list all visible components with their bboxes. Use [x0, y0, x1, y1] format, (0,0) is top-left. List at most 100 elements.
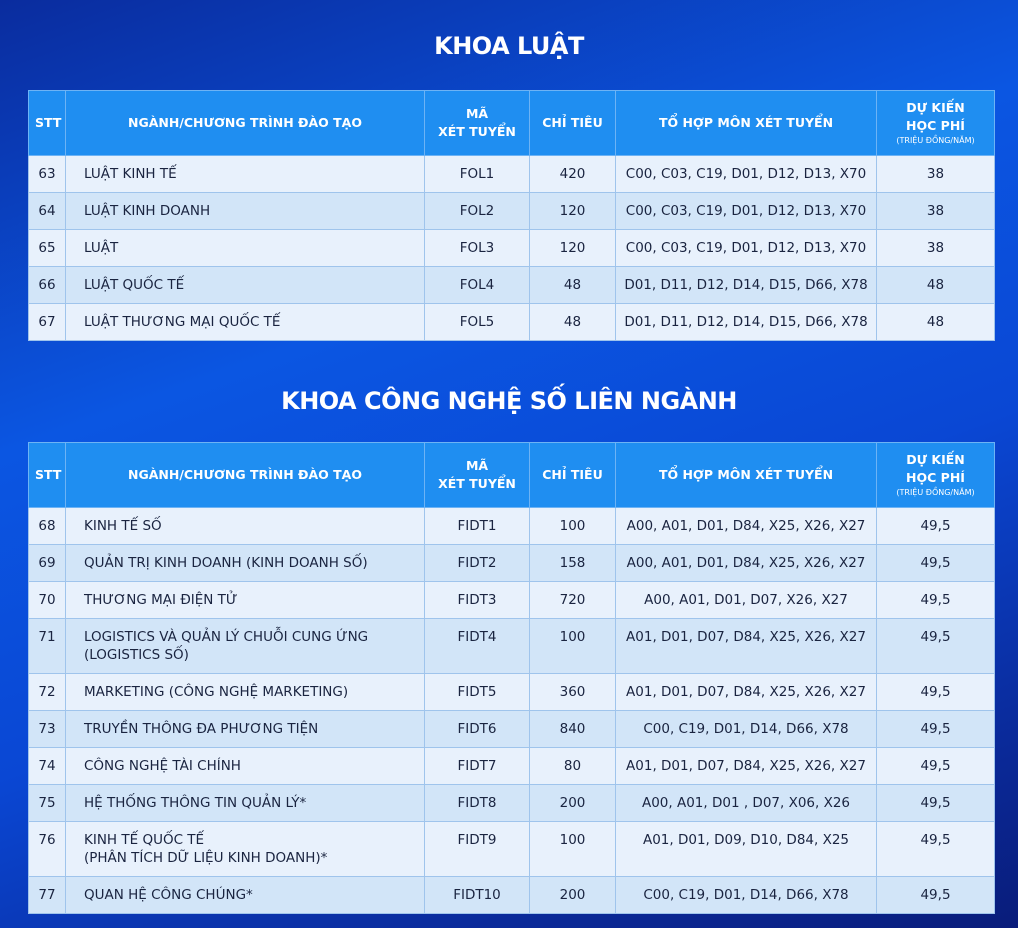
header-text: (TRIỆU ĐỒNG/NĂM): [896, 488, 975, 497]
header-text: NGÀNH/CHƯƠNG TRÌNH ĐÀO TẠO: [128, 115, 362, 130]
cell: FOL4: [424, 266, 530, 304]
table-row: 69 QUẢN TRỊ KINH DOANH (KINH DOANH SỐ) FID…: [28, 544, 995, 582]
cell: 80: [529, 747, 616, 785]
cell-text: CÔNG NGHỆ TÀI CHÍNH: [84, 758, 241, 774]
cell: 120: [529, 229, 616, 267]
cell: C00, C19, D01, D14, D66, X78: [615, 876, 877, 914]
header-text: STT: [35, 115, 62, 130]
cell: 73: [28, 710, 66, 748]
cell: FIDT6: [424, 710, 530, 748]
table-row: 71 LOGISTICS VÀ QUẢN LÝ CHUỖI CUNG ỨNG (LO…: [28, 618, 995, 674]
cell: 68: [28, 507, 66, 545]
cell: 100: [529, 618, 616, 674]
cell: 200: [529, 784, 616, 822]
cell: A01, D01, D09, D10, D84, X25: [615, 821, 877, 877]
cell: 49,5: [876, 876, 995, 914]
cell: 48: [529, 303, 616, 341]
cell: 38: [876, 155, 995, 193]
cell-text: LUẬT KINH TẾ: [84, 166, 177, 182]
header-text: TỔ HỢP MÔN XÉT TUYỂN: [658, 115, 834, 130]
header-cell: DỰ KIẾN HỌC PHÍ (TRIỆU ĐỒNG/NĂM): [876, 442, 995, 508]
cell: 420: [529, 155, 616, 193]
cell: LUẬT KINH DOANH: [65, 192, 425, 230]
cell: 48: [876, 266, 995, 304]
cell: 49,5: [876, 507, 995, 545]
cell: 72: [28, 673, 66, 711]
cell-text: THƯƠNG MẠI ĐIỆN TỬ: [84, 592, 238, 608]
table-row: 67 LUẬT THƯƠNG MẠI QUỐC TẾ FOL5 48 D01, D11,…: [28, 303, 995, 341]
header-cell: NGÀNH/CHƯƠNG TRÌNH ĐÀO TẠO: [65, 442, 425, 508]
cell: C00, C19, D01, D14, D66, X78: [615, 710, 877, 748]
cell: 100: [529, 507, 616, 545]
cell: 38: [876, 192, 995, 230]
header-text: CHỈ TIÊU: [542, 115, 603, 130]
header-cell: DỰ KIẾN HỌC PHÍ (TRIỆU ĐỒNG/NĂM): [876, 90, 995, 156]
header-cell: TỔ HỢP MÔN XÉT TUYỂN: [615, 442, 877, 508]
cell: LUẬT THƯƠNG MẠI QUỐC TẾ: [65, 303, 425, 341]
table-row: 65 LUẬT FOL3 120 C00, C03, C19, D01, D12, D1…: [28, 229, 995, 267]
cell-text: QUAN HỆ CÔNG CHÚNG*: [84, 887, 253, 903]
table-row: 66 LUẬT QUỐC TẾ FOL4 48 D01, D11, D12, D14, …: [28, 266, 995, 304]
header-row: STT NGÀNH/CHƯƠNG TRÌNH ĐÀO TẠO MÃ XÉT TUYỂN…: [28, 90, 995, 156]
section-title: KHOA LUẬT: [434, 32, 584, 60]
cell: FIDT10: [424, 876, 530, 914]
header-cell: CHỈ TIÊU: [529, 442, 616, 508]
header-text: DỰ KIẾN: [906, 452, 965, 467]
cell: FIDT9: [424, 821, 530, 877]
cell-text: KINH TẾ SỐ: [84, 518, 162, 534]
table-row: 75 HỆ THỐNG THÔNG TIN QUẢN LÝ* FIDT8 200 A00…: [28, 784, 995, 822]
cell: FIDT5: [424, 673, 530, 711]
cell: D01, D11, D12, D14, D15, D66, X78: [615, 266, 877, 304]
cell-text: LUẬT QUỐC TẾ: [84, 277, 185, 293]
header-text: HỌC PHÍ: [906, 470, 965, 485]
section-title: KHOA CÔNG NGHỆ SỐ LIÊN NGÀNH: [281, 387, 737, 415]
header-text: STT: [35, 467, 62, 482]
cell: 67: [28, 303, 66, 341]
cell: C00, C03, C19, D01, D12, D13, X70: [615, 192, 877, 230]
cell-text: LUẬT: [84, 240, 119, 256]
table-row: 77 QUAN HỆ CÔNG CHÚNG* FIDT10 200 C00, C19, …: [28, 876, 995, 914]
cell: 49,5: [876, 673, 995, 711]
table-row: 63 LUẬT KINH TẾ FOL1 420 C00, C03, C19, D01,…: [28, 155, 995, 193]
table-row: 76 KINH TẾ QUỐC TẾ (PHÂN TÍCH DỮ LIỆU KINH…: [28, 821, 995, 877]
cell: 76: [28, 821, 66, 877]
cell: 49,5: [876, 821, 995, 877]
header-text: HỌC PHÍ: [906, 118, 965, 133]
cell: 720: [529, 581, 616, 619]
cell: C00, C03, C19, D01, D12, D13, X70: [615, 229, 877, 267]
cell-text: LUẬT KINH DOANH: [84, 203, 211, 219]
cell: LUẬT KINH TẾ: [65, 155, 425, 193]
cell: THƯƠNG MẠI ĐIỆN TỬ: [65, 581, 425, 619]
header-cell: NGÀNH/CHƯƠNG TRÌNH ĐÀO TẠO: [65, 90, 425, 156]
header-text: NGÀNH/CHƯƠNG TRÌNH ĐÀO TẠO: [128, 467, 362, 482]
cell: 75: [28, 784, 66, 822]
cell: 64: [28, 192, 66, 230]
cell: KINH TẾ SỐ: [65, 507, 425, 545]
cell: FIDT2: [424, 544, 530, 582]
cell: 49,5: [876, 747, 995, 785]
cell: FIDT7: [424, 747, 530, 785]
cell-text: KINH TẾ QUỐC TẾ: [84, 832, 205, 848]
cell: QUẢN TRỊ KINH DOANH (KINH DOANH SỐ): [65, 544, 425, 582]
cell: 71: [28, 618, 66, 674]
header-text: (TRIỆU ĐỒNG/NĂM): [896, 136, 975, 145]
table-row: 74 CÔNG NGHỆ TÀI CHÍNH FIDT7 80 A01, D01, D0…: [28, 747, 995, 785]
cell-text: (LOGISTICS SỐ): [84, 647, 189, 663]
header-cell: MÃ XÉT TUYỂN: [424, 442, 530, 508]
table-row: 70 THƯƠNG MẠI ĐIỆN TỬ FIDT3 720 A00, A01, D0…: [28, 581, 995, 619]
cell: MARKETING (CÔNG NGHỆ MARKETING): [65, 673, 425, 711]
header-row: STT NGÀNH/CHƯƠNG TRÌNH ĐÀO TẠO MÃ XÉT TUYỂN…: [28, 442, 995, 508]
table-row: 73 TRUYỀN THÔNG ĐA PHƯƠNG TIỆN FIDT6 840 C00…: [28, 710, 995, 748]
cell-text: HỆ THỐNG THÔNG TIN QUẢN LÝ*: [84, 795, 307, 811]
cell: 49,5: [876, 544, 995, 582]
cell: D01, D11, D12, D14, D15, D66, X78: [615, 303, 877, 341]
cell: A00, A01, D01, D07, X26, X27: [615, 581, 877, 619]
cell: 49,5: [876, 784, 995, 822]
cell: 48: [876, 303, 995, 341]
cell: 74: [28, 747, 66, 785]
cell: FOL3: [424, 229, 530, 267]
table-row: 72 MARKETING (CÔNG NGHỆ MARKETING) FIDT5 36…: [28, 673, 995, 711]
cell: A01, D01, D07, D84, X25, X26, X27: [615, 747, 877, 785]
cell: 38: [876, 229, 995, 267]
cell: FIDT4: [424, 618, 530, 674]
